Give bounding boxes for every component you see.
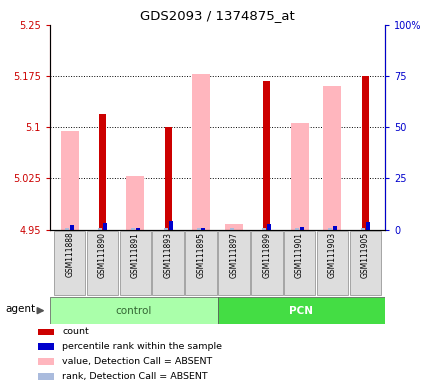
Bar [196,228,200,230]
Text: GSM111899: GSM111899 [262,232,271,278]
Text: rank, Detection Call = ABSENT: rank, Detection Call = ABSENT [62,372,207,381]
Text: GSM111897: GSM111897 [229,232,238,278]
Bar [50,297,217,324]
Bar [164,127,171,230]
Text: GSM111888: GSM111888 [65,232,74,277]
Bar [332,225,336,230]
Text: agent: agent [5,304,35,314]
Text: GSM111895: GSM111895 [196,232,205,278]
Text: GSM111901: GSM111901 [294,232,303,278]
Text: percentile rank within the sample: percentile rank within the sample [62,342,222,351]
Title: GDS2093 / 1374875_at: GDS2093 / 1374875_at [140,9,294,22]
Bar [262,228,266,230]
Bar [229,228,233,230]
FancyBboxPatch shape [185,231,216,296]
Bar [70,225,74,230]
Text: GSM111891: GSM111891 [131,232,140,278]
Bar [299,227,303,230]
Text: count: count [62,328,89,336]
FancyBboxPatch shape [119,231,151,296]
FancyBboxPatch shape [250,231,282,296]
FancyBboxPatch shape [283,231,315,296]
Bar [99,114,106,230]
Bar [360,228,364,230]
FancyBboxPatch shape [87,231,118,296]
Bar [135,228,139,230]
FancyBboxPatch shape [349,231,380,296]
FancyBboxPatch shape [218,231,249,296]
Bar [290,122,308,230]
Text: GSM111890: GSM111890 [98,232,107,278]
Bar [38,329,54,335]
Bar [263,81,270,230]
FancyBboxPatch shape [316,231,347,296]
Bar [38,343,54,350]
FancyBboxPatch shape [54,231,85,296]
Bar [322,86,341,230]
Text: PCN: PCN [289,306,312,316]
Bar [38,358,54,365]
Bar [38,373,54,380]
Bar [191,74,210,230]
Text: GSM111903: GSM111903 [327,232,336,278]
Bar [361,76,368,230]
Bar [295,228,299,230]
Bar [365,222,369,230]
Bar [65,228,69,230]
Bar [266,224,270,230]
Text: value, Detection Call = ABSENT: value, Detection Call = ABSENT [62,357,212,366]
Bar [103,223,107,230]
Text: GSM111905: GSM111905 [360,232,369,278]
Bar [164,228,168,230]
Bar [61,131,79,230]
Text: control: control [115,306,151,316]
Bar [327,228,331,230]
Bar [98,228,102,230]
Bar [217,297,384,324]
Bar [201,228,205,230]
Bar [131,228,135,230]
Bar [126,176,144,230]
Bar [224,224,243,230]
FancyBboxPatch shape [152,231,184,296]
Bar [168,221,172,230]
Text: GSM111893: GSM111893 [163,232,172,278]
